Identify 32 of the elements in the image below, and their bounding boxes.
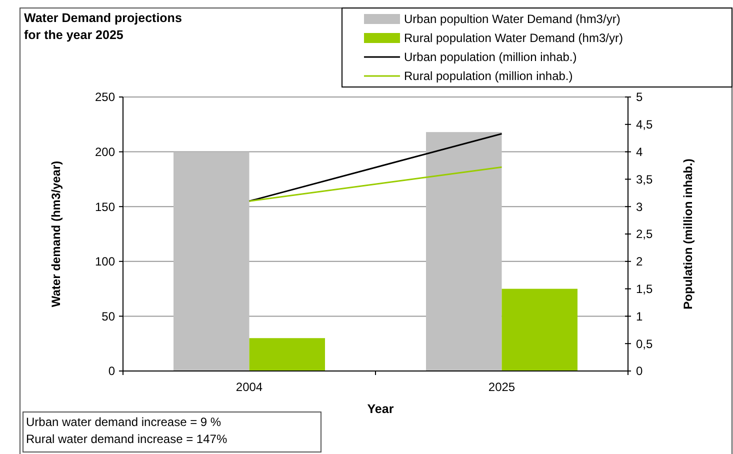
legend-label: Rural population Water Demand (hm3/yr): [404, 31, 623, 46]
y2-tick-label: 4,5: [636, 118, 654, 132]
y-tick-label: 50: [102, 309, 116, 324]
bar: [249, 338, 325, 371]
text: Urban water demand increase = 9 % Rural water demand increase = 147%: [26, 415, 228, 446]
y2-tick-label: 0: [636, 364, 643, 378]
y2-tick-label: 0,5: [636, 336, 654, 351]
y-tick-label: 250: [94, 90, 116, 104]
y-tick-label: 100: [94, 254, 116, 269]
chart-title: Water Demand projections for the year 2025: [24, 11, 182, 42]
y2-tick-label: 5: [636, 90, 643, 104]
bar: [426, 132, 502, 371]
y-tick-label: 0: [108, 364, 116, 378]
y2-tick-label: 2: [636, 254, 643, 269]
y-axis-title: Water demand (hm3/year): [49, 160, 63, 308]
legend-label: Urban popultion Water Demand (hm3/yr): [404, 12, 620, 26]
legend-label: Urban population (million inhab.): [404, 50, 577, 64]
legend-label: Rural population (million inhab.): [404, 69, 573, 84]
bar: [174, 152, 250, 371]
y2-tick-label: 1,5: [636, 282, 654, 296]
y-tick-label: 200: [94, 145, 116, 159]
y2-tick-label: 1: [636, 309, 643, 324]
y2-tick-label: 2,5: [636, 227, 654, 242]
y-tick-label: 150: [94, 200, 116, 214]
y2-tick-label: 4: [636, 145, 643, 159]
x-axis-title: Year: [367, 402, 394, 416]
y2-axis-title: Population (million inhab.): [681, 158, 695, 310]
y2-tick-label: 3: [636, 200, 643, 214]
bar: [502, 288, 578, 371]
x-tick-label: 2025: [488, 380, 516, 394]
x-tick-label: 2004: [236, 380, 263, 394]
y2-tick-label: 3,5: [636, 172, 654, 186]
